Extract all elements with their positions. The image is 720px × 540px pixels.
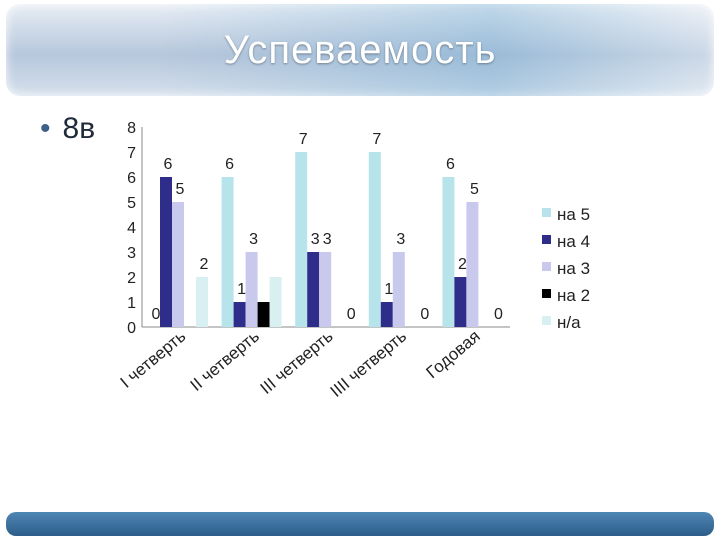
bar-2-1	[245, 252, 258, 327]
legend-label: на 5	[557, 205, 590, 224]
y-tick-label: 3	[127, 245, 136, 262]
data-label: 0	[420, 306, 429, 323]
y-tick-label: 6	[127, 170, 136, 187]
data-label: 2	[200, 256, 209, 273]
data-label: 6	[164, 156, 173, 173]
bullet-icon: •	[40, 112, 51, 145]
data-label: 6	[225, 156, 234, 173]
bar-1-4	[454, 277, 467, 327]
bar-4-0	[196, 277, 208, 327]
y-tick-label: 8	[127, 120, 136, 137]
bar-4-1	[269, 277, 282, 327]
bar-2-2	[319, 252, 332, 327]
data-label: 5	[470, 181, 479, 198]
y-tick-label: 4	[127, 220, 136, 237]
bar-1-0	[160, 177, 172, 327]
bar-1-3	[380, 302, 393, 327]
legend-label: н/а	[557, 313, 581, 332]
data-label: 7	[299, 131, 308, 148]
legend-label: на 2	[557, 286, 590, 305]
category-label: Годовая	[423, 327, 484, 383]
bar-2-3	[392, 252, 405, 327]
data-label: 3	[249, 231, 258, 248]
bar-3-1	[257, 302, 270, 327]
category-label: II четверть	[187, 326, 263, 394]
y-tick-label: 2	[127, 270, 136, 287]
bullet-item: • 8в	[40, 112, 95, 146]
category-label: III четверть	[257, 326, 337, 397]
legend-label: на 3	[557, 259, 590, 278]
bar-0-2	[295, 152, 308, 327]
bar-2-0	[172, 202, 184, 327]
bar-0-3	[368, 152, 381, 327]
data-label: 7	[372, 131, 381, 148]
legend-swatch	[542, 208, 551, 217]
data-label: 3	[311, 231, 320, 248]
category-label: IIII четверть	[327, 326, 411, 401]
bullet-text: 8в	[62, 112, 96, 145]
legend-swatch	[542, 235, 551, 244]
slide-title: Успеваемость	[223, 28, 497, 72]
legend-swatch	[542, 289, 551, 298]
data-label: 1	[384, 281, 393, 298]
y-tick-label: 5	[127, 195, 136, 212]
y-tick-label: 1	[127, 295, 136, 312]
data-label: 0	[494, 306, 503, 323]
data-label: 0	[152, 306, 161, 323]
legend-swatch	[542, 316, 551, 325]
footer-bar	[6, 512, 714, 536]
data-label: 5	[176, 181, 185, 198]
bar-1-2	[307, 252, 320, 327]
data-label: 3	[396, 231, 405, 248]
title-bar	[6, 4, 714, 96]
bar-1-1	[233, 302, 246, 327]
data-label: 6	[446, 156, 455, 173]
legend-swatch	[542, 262, 551, 271]
bar-0-1	[221, 177, 234, 327]
data-label: 2	[458, 256, 467, 273]
y-tick-label: 7	[127, 145, 136, 162]
data-label: 0	[347, 306, 356, 323]
legend-label: на 4	[557, 232, 590, 251]
data-label: 3	[323, 231, 332, 248]
bar-2-4	[466, 202, 479, 327]
y-tick-label: 0	[127, 320, 136, 337]
data-label: 1	[237, 281, 246, 298]
bar-0-4	[442, 177, 455, 327]
